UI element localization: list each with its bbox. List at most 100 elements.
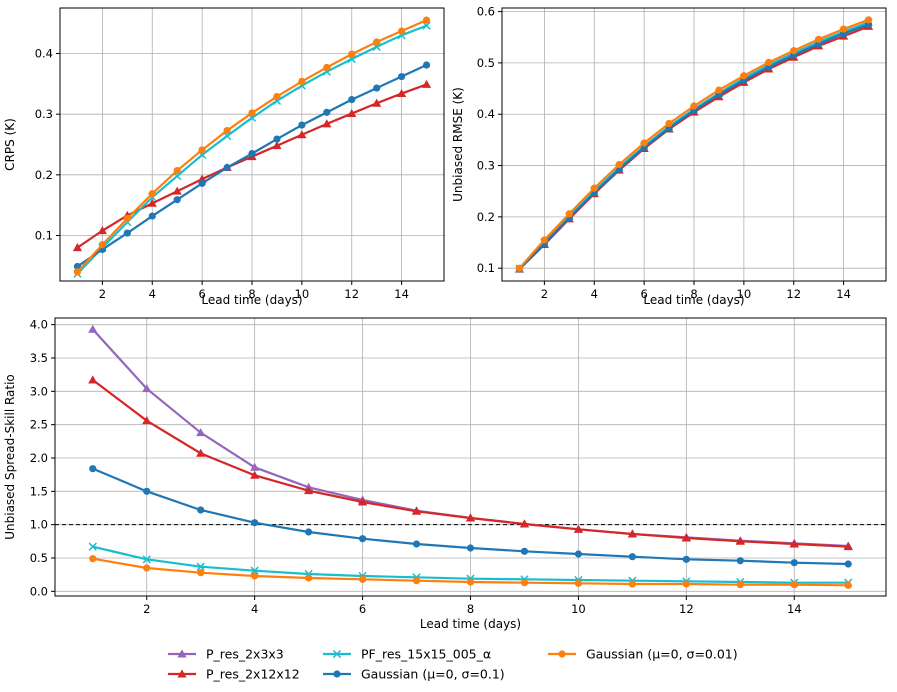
legend-marker (558, 650, 566, 658)
y-tick-label: 0.5 (477, 56, 495, 70)
data-point (147, 198, 157, 207)
series-Gaussian (μ=0, σ=0.1) (89, 465, 852, 568)
data-point (197, 506, 205, 514)
data-point (574, 579, 583, 587)
data-point (789, 539, 799, 548)
data-point (198, 146, 206, 154)
x-tick-label: 2 (143, 602, 150, 616)
y-tick-label: 0.5 (30, 551, 48, 565)
data-point (398, 27, 406, 35)
data-point (73, 268, 82, 276)
data-point (123, 214, 131, 223)
x-tick-label: 14 (787, 602, 802, 616)
data-point (422, 21, 431, 30)
data-point (519, 519, 530, 528)
series-P_res_2x12x12 (88, 375, 853, 551)
grid-rmse (502, 8, 886, 281)
y-tick-label: 0.1 (35, 229, 53, 243)
data-point (148, 212, 156, 220)
legend-item: P_res_2x12x12 (168, 667, 300, 682)
data-point (412, 577, 421, 585)
series-Gaussian (μ=0, σ=0.1) (73, 61, 431, 271)
y-tick-label: 0.6 (477, 5, 495, 19)
x-tick-label: 2 (541, 287, 548, 301)
legend: P_res_2x3x3 P_res_2x12x12 PF_res_15x15_005… (168, 647, 738, 682)
data-point (197, 569, 205, 577)
data-point (466, 544, 475, 552)
x-tick-label: 10 (737, 287, 752, 301)
y-tick-label: 0.3 (477, 159, 495, 173)
data-point (272, 141, 282, 150)
x-tick-label: 12 (679, 602, 694, 616)
data-point (298, 77, 306, 86)
chart-crps: 2 4 6 8 10 12 14 0.1 0.2 0.3 0.4 Lead time (days) CR… (3, 7, 445, 307)
data-point (765, 58, 773, 66)
data-point (142, 384, 152, 393)
data-point (273, 92, 281, 101)
series-PF_res_15x15_005_α (73, 21, 431, 278)
x-tick-label: 12 (786, 287, 801, 301)
y-tick-label: 0.4 (477, 107, 495, 121)
x-tick-label: 8 (690, 287, 697, 301)
data-point (323, 108, 331, 116)
data-point (196, 448, 206, 457)
data-point (347, 108, 357, 118)
y-tick-label: 0.3 (35, 107, 53, 121)
data-point (297, 130, 307, 139)
legend-item: P_res_2x3x3 (168, 647, 284, 662)
chart-rmse: 2 4 6 8 10 12 14 0.1 0.2 0.3 0.4 0.5 0.6 Lead time (d… (451, 5, 887, 307)
data-point (422, 61, 431, 69)
data-point (172, 186, 182, 195)
legend-marker (177, 669, 187, 678)
data-point (323, 63, 331, 72)
data-point (628, 580, 636, 588)
data-point (398, 72, 406, 81)
series-Gaussian (μ=0, σ=0.01) (515, 16, 873, 272)
data-point (143, 564, 151, 572)
x-tick-label: 8 (248, 287, 255, 301)
legend-marker (177, 649, 187, 658)
y-tick-label: 1.5 (30, 484, 48, 498)
data-point (736, 557, 744, 565)
data-point (358, 535, 367, 543)
x-tick-label: 14 (394, 287, 409, 301)
x-tick-label: 4 (591, 287, 598, 301)
data-point (173, 196, 181, 204)
data-point (640, 139, 648, 147)
data-point (143, 487, 151, 495)
data-point (142, 416, 152, 425)
data-point (223, 163, 231, 172)
y-tick-label: 3.5 (30, 351, 48, 365)
chart-ssr: 2 4 6 8 10 12 14 0.0 0.5 1.0 1.5 2.0 2.5 3.0 3.5 4.0 Lea… (3, 317, 887, 631)
data-point (304, 486, 314, 495)
x-tick-label: 14 (836, 287, 851, 301)
series-Gaussian (μ=0, σ=0.01) (89, 555, 852, 589)
data-point (88, 542, 97, 551)
legend-label: P_res_2x3x3 (206, 647, 284, 662)
data-point (305, 574, 313, 582)
data-point (298, 121, 306, 129)
data-point (248, 109, 256, 117)
data-point (250, 566, 259, 575)
data-point (251, 519, 259, 527)
grid-ssr (55, 318, 886, 596)
x-tick-label: 6 (198, 287, 205, 301)
x-tick-label: 4 (251, 602, 258, 616)
data-point (422, 16, 431, 24)
y-tick-label: 2.5 (30, 418, 48, 432)
data-point (142, 555, 151, 564)
data-point (250, 462, 260, 471)
data-point (397, 88, 407, 97)
x-tick-label: 12 (344, 287, 359, 301)
data-point (840, 25, 848, 33)
data-point (615, 160, 623, 169)
data-point (844, 560, 852, 568)
data-point (348, 50, 356, 58)
data-point (72, 243, 83, 252)
data-point (466, 578, 475, 586)
data-point (373, 84, 381, 92)
data-point (682, 580, 690, 588)
data-point (540, 236, 548, 244)
data-point (465, 513, 476, 522)
x-tick-label: 10 (295, 287, 310, 301)
